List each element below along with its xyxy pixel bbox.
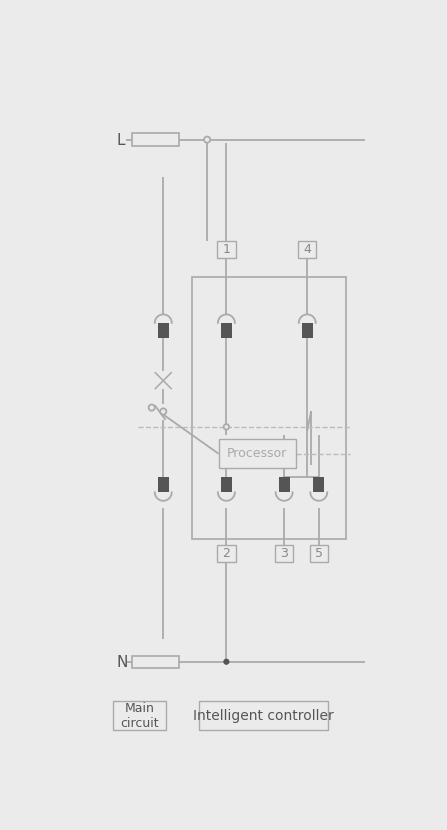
Bar xyxy=(310,545,328,563)
Bar xyxy=(132,134,179,146)
Bar xyxy=(158,323,169,339)
Text: L: L xyxy=(116,133,125,148)
Bar xyxy=(113,701,165,730)
Text: 2: 2 xyxy=(223,548,230,560)
Bar xyxy=(198,701,328,730)
Text: Processor: Processor xyxy=(227,447,287,461)
Circle shape xyxy=(160,408,166,414)
Bar xyxy=(221,323,232,339)
Bar xyxy=(192,276,346,539)
Bar xyxy=(302,323,312,339)
Circle shape xyxy=(204,137,210,143)
Bar xyxy=(217,242,236,258)
Text: Main
circuit: Main circuit xyxy=(120,701,159,730)
Text: 1: 1 xyxy=(223,243,230,256)
Circle shape xyxy=(224,424,229,430)
Text: N: N xyxy=(116,655,128,670)
Text: Intelligent controller: Intelligent controller xyxy=(193,709,334,723)
Text: 3: 3 xyxy=(280,548,288,560)
Circle shape xyxy=(224,659,229,665)
Bar xyxy=(219,439,296,468)
Bar xyxy=(132,656,179,668)
Text: 5: 5 xyxy=(315,548,323,560)
Bar xyxy=(158,477,169,492)
Circle shape xyxy=(148,404,155,411)
Text: 4: 4 xyxy=(304,243,311,256)
Bar xyxy=(275,545,293,563)
Bar xyxy=(298,242,316,258)
Bar xyxy=(313,477,324,492)
Bar xyxy=(221,477,232,492)
Bar xyxy=(217,545,236,563)
Bar xyxy=(279,477,290,492)
